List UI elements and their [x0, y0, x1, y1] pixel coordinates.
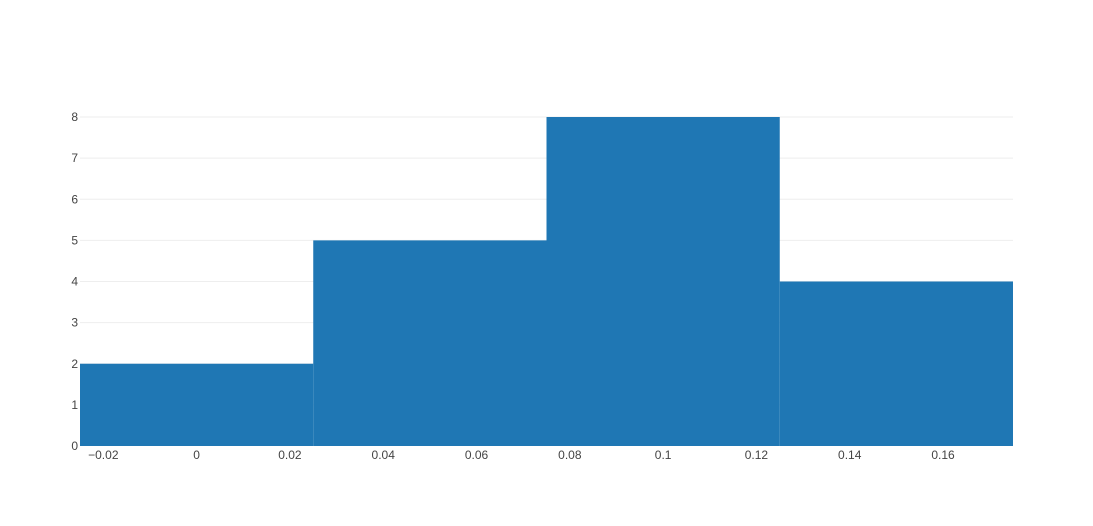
y-tick-label: 5: [71, 233, 78, 247]
histogram-bar: [546, 117, 780, 446]
x-tick-label: −0.02: [88, 448, 119, 462]
x-tick-label: 0: [193, 448, 200, 462]
x-tick-label: 0.06: [465, 448, 489, 462]
histogram-bars: [80, 117, 1013, 446]
histogram-bar: [779, 281, 1013, 446]
x-tick-label: 0.08: [558, 448, 582, 462]
x-tick-label: 0.1: [655, 448, 672, 462]
x-tick-label: 0.12: [745, 448, 769, 462]
y-tick-label: 4: [71, 275, 78, 289]
y-axis-ticks: 0 1 2 3 4 5 6 7 8: [71, 110, 78, 453]
y-tick-label: 0: [71, 439, 78, 453]
y-tick-label: 8: [71, 110, 78, 124]
x-axis-ticks: −0.02 0 0.02 0.04 0.06 0.08 0.1 0.12 0.14 0.16: [88, 448, 955, 462]
y-tick-label: 1: [71, 398, 78, 412]
y-tick-label: 2: [71, 357, 78, 371]
y-tick-label: 3: [71, 316, 78, 330]
histogram-bar: [80, 363, 314, 446]
histogram-bar: [313, 240, 547, 446]
x-tick-label: 0.02: [278, 448, 302, 462]
y-tick-label: 6: [71, 192, 78, 206]
y-tick-label: 7: [71, 151, 78, 165]
x-tick-label: 0.14: [838, 448, 862, 462]
x-tick-label: 0.16: [931, 448, 955, 462]
x-tick-label: 0.04: [372, 448, 396, 462]
